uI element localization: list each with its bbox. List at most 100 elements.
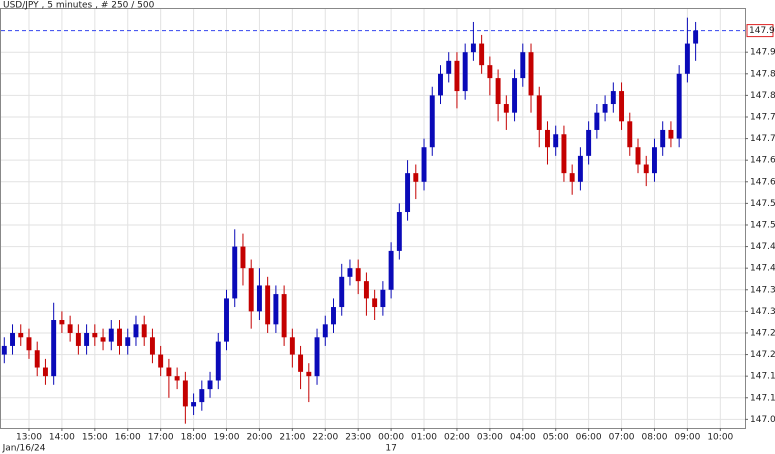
candle-body	[100, 337, 106, 342]
x-tick-label: 06:00	[576, 433, 602, 443]
candle-body	[34, 350, 40, 368]
candle-body	[207, 380, 213, 390]
candle-body	[503, 104, 509, 113]
candle-body	[75, 332, 81, 346]
candle-body	[67, 324, 73, 333]
y-tick-label: 147.35	[750, 285, 775, 295]
candle-body	[322, 324, 328, 338]
candle-body	[125, 337, 131, 346]
x-tick-label: 15:00	[82, 433, 108, 443]
x-tick-label: 00:00	[378, 433, 404, 443]
x-tick-label: 17:00	[148, 433, 174, 443]
candle-body	[528, 52, 534, 96]
candle-body	[454, 60, 460, 92]
candle-body	[26, 337, 32, 351]
candle-body	[363, 281, 369, 299]
candle-body	[355, 268, 361, 282]
candle-body	[421, 147, 427, 182]
x-tick-label: 18:00	[181, 433, 207, 443]
y-tick-label: 147.15	[750, 372, 775, 382]
candle-body	[59, 320, 65, 325]
x-tick-label: 08:00	[642, 433, 668, 443]
x-tick-label: 10:00	[707, 433, 733, 443]
candle-body	[108, 328, 114, 342]
candle-body	[256, 285, 262, 312]
y-tick-label: 147.45	[750, 242, 775, 252]
candle-body	[512, 78, 518, 113]
candle-body	[553, 134, 559, 148]
candle-body	[265, 285, 271, 325]
candle-body	[684, 43, 690, 74]
candle-body	[602, 104, 608, 113]
candle-body	[224, 298, 229, 342]
candle-body	[660, 129, 666, 148]
candle-body	[133, 324, 139, 338]
candle-body	[569, 173, 575, 182]
candle-body	[438, 73, 443, 96]
candle-body	[92, 332, 98, 338]
candle-body	[413, 173, 419, 182]
y-tick-label: 147.20	[750, 350, 775, 360]
candle-body	[306, 371, 312, 377]
candle-body	[273, 294, 279, 325]
candle-body	[248, 268, 254, 312]
x-tick-label: 02:00	[444, 433, 470, 443]
candle-body	[298, 354, 304, 372]
candle-body	[668, 129, 674, 139]
candle-body	[215, 341, 221, 381]
candle-body	[174, 376, 180, 381]
x-tick-label: 21:00	[279, 433, 305, 443]
candle-body	[166, 367, 172, 377]
y-tick-label: 147.65	[750, 156, 775, 166]
candle-body	[141, 324, 147, 338]
candle-body	[561, 134, 567, 174]
candle-body	[536, 95, 542, 130]
x-tick-label: 04:00	[510, 433, 536, 443]
y-tick-label: 147.25	[750, 328, 775, 338]
candle-body	[232, 246, 238, 299]
y-tick-label: 147.55	[750, 199, 775, 209]
candle-body	[191, 402, 197, 407]
plot-frame	[0, 8, 746, 429]
date-label: 17	[385, 444, 396, 454]
x-tick-label: 03:00	[477, 433, 503, 443]
candle-body	[610, 91, 616, 105]
candle-body	[84, 332, 90, 346]
candle-body	[347, 268, 353, 277]
candle-body	[462, 52, 468, 92]
last-price-box	[746, 24, 774, 38]
last-price-label: 147.95	[749, 26, 775, 36]
y-tick-label: 147.50	[750, 220, 775, 230]
candle-body	[586, 129, 592, 156]
candle-body	[594, 112, 600, 130]
x-tick-label: 09:00	[674, 433, 700, 443]
date-label: Jan/16/24	[2, 444, 46, 454]
y-tick-label: 147.30	[750, 307, 775, 317]
candle-body	[693, 30, 699, 44]
candle-body	[199, 389, 205, 403]
y-tick-label: 147.75	[750, 112, 775, 122]
chart-title: USD/JPY , 5 minutes , # 250 / 500	[3, 1, 155, 11]
x-tick-label: 13:00	[16, 433, 42, 443]
candle-body	[18, 332, 24, 338]
x-tick-label: 16:00	[115, 433, 141, 443]
candle-body	[487, 65, 493, 79]
candle-body	[314, 337, 320, 377]
candle-body	[470, 43, 476, 53]
x-tick-label: 14:00	[49, 433, 75, 443]
candle-body	[339, 276, 345, 308]
y-tick-label: 147.60	[750, 177, 775, 187]
candle-body	[117, 328, 122, 346]
x-tick-label: 22:00	[312, 433, 338, 443]
candle-body	[380, 289, 386, 308]
candle-body	[158, 354, 164, 368]
y-tick-label: 147.90	[750, 48, 775, 58]
y-tick-label: 147.80	[750, 91, 775, 101]
candle-body	[495, 78, 501, 105]
candle-body	[643, 164, 649, 174]
candle-body	[676, 73, 682, 139]
candle-body	[388, 250, 394, 290]
candle-body	[577, 155, 583, 182]
